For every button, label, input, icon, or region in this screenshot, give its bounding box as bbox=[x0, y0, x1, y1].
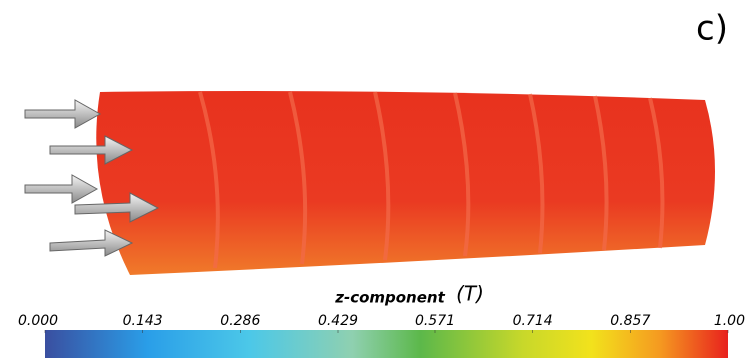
tick-label: 0.857 bbox=[610, 313, 650, 329]
colorbar-ticks: 0.000 0.143 0.286 0.429 0.571 0.714 0.857 1.00 bbox=[18, 313, 745, 333]
tick-label: 0.714 bbox=[513, 313, 553, 329]
arrows bbox=[24, 99, 160, 257]
tick-label: 1.00 bbox=[714, 313, 745, 329]
tick-label: 0.286 bbox=[220, 313, 260, 329]
panel-label: c) bbox=[696, 9, 728, 49]
tick-label: 0.143 bbox=[123, 313, 163, 329]
cylinder bbox=[96, 91, 715, 275]
tick-label: 0.000 bbox=[18, 313, 58, 329]
field-body bbox=[96, 91, 715, 275]
colorbar-unit: (T) bbox=[456, 282, 484, 306]
tick-label: 0.429 bbox=[318, 313, 358, 329]
colorbar bbox=[45, 330, 728, 358]
colorbar-title: z-component bbox=[334, 289, 445, 307]
tick-label: 0.571 bbox=[415, 313, 455, 329]
